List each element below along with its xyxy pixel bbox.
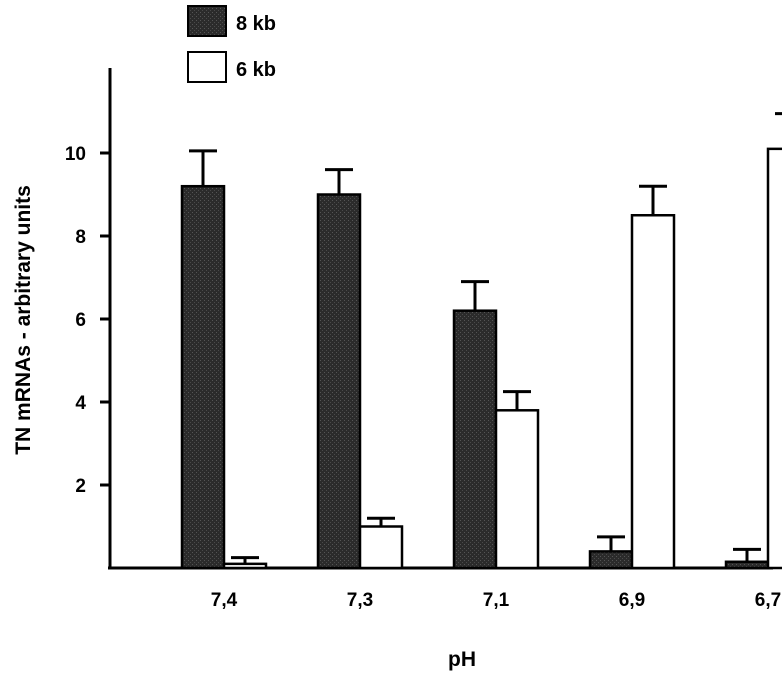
- error-bar-8kb-2: [461, 280, 489, 311]
- legend-swatch-8kb: [187, 5, 227, 37]
- bar-8kb-0: [180, 184, 226, 570]
- y-ticks: 2 4 6 8 10: [65, 144, 110, 497]
- y-tick-label: 8: [75, 227, 86, 248]
- bar-8kb-2: [452, 309, 498, 570]
- bar-8kb-4: [724, 560, 770, 570]
- bar-6kb-2: [494, 409, 540, 570]
- y-tick-label: 6: [75, 310, 86, 331]
- error-bar-8kb-1: [325, 168, 353, 195]
- x-axis-title: pH: [448, 648, 476, 671]
- x-tick-label: 7,1: [483, 590, 510, 611]
- error-bar-6kb-2: [503, 390, 531, 411]
- bars: [180, 112, 782, 570]
- error-bar-6kb-4: [775, 112, 782, 116]
- y-tick-label: 10: [65, 144, 86, 165]
- legend-label-6kb: 6 kb: [236, 59, 276, 81]
- x-tick-label: 6,7: [755, 590, 781, 611]
- bar-6kb-1: [358, 525, 404, 570]
- bar-8kb-3: [588, 550, 634, 570]
- legend: 8 kb 6 kb: [187, 5, 276, 83]
- y-axis-title: TN mRNAs - arbitrary units: [12, 185, 35, 455]
- x-tick-label: 6,9: [619, 590, 645, 611]
- x-tick-label: 7,4: [211, 590, 238, 611]
- error-bar-8kb-4: [733, 547, 761, 562]
- legend-label-8kb: 8 kb: [236, 13, 276, 35]
- bar-6kb-0: [222, 562, 268, 570]
- x-tick-labels: 7,4 7,3 7,1 6,9 6,7: [211, 590, 781, 611]
- error-bar-6kb-1: [367, 516, 395, 527]
- legend-swatch-6kb: [187, 51, 227, 83]
- error-bar-6kb-3: [639, 184, 667, 216]
- error-bar-6kb-0: [231, 556, 259, 564]
- y-tick-label: 4: [75, 393, 86, 414]
- bar-6kb-4: [766, 147, 782, 570]
- bar-6kb-3: [630, 214, 676, 570]
- bar-8kb-1: [316, 193, 362, 570]
- error-bar-8kb-3: [597, 535, 625, 552]
- y-tick-label: 2: [75, 476, 86, 497]
- x-tick-label: 7,3: [347, 590, 373, 611]
- error-bar-8kb-0: [189, 149, 217, 187]
